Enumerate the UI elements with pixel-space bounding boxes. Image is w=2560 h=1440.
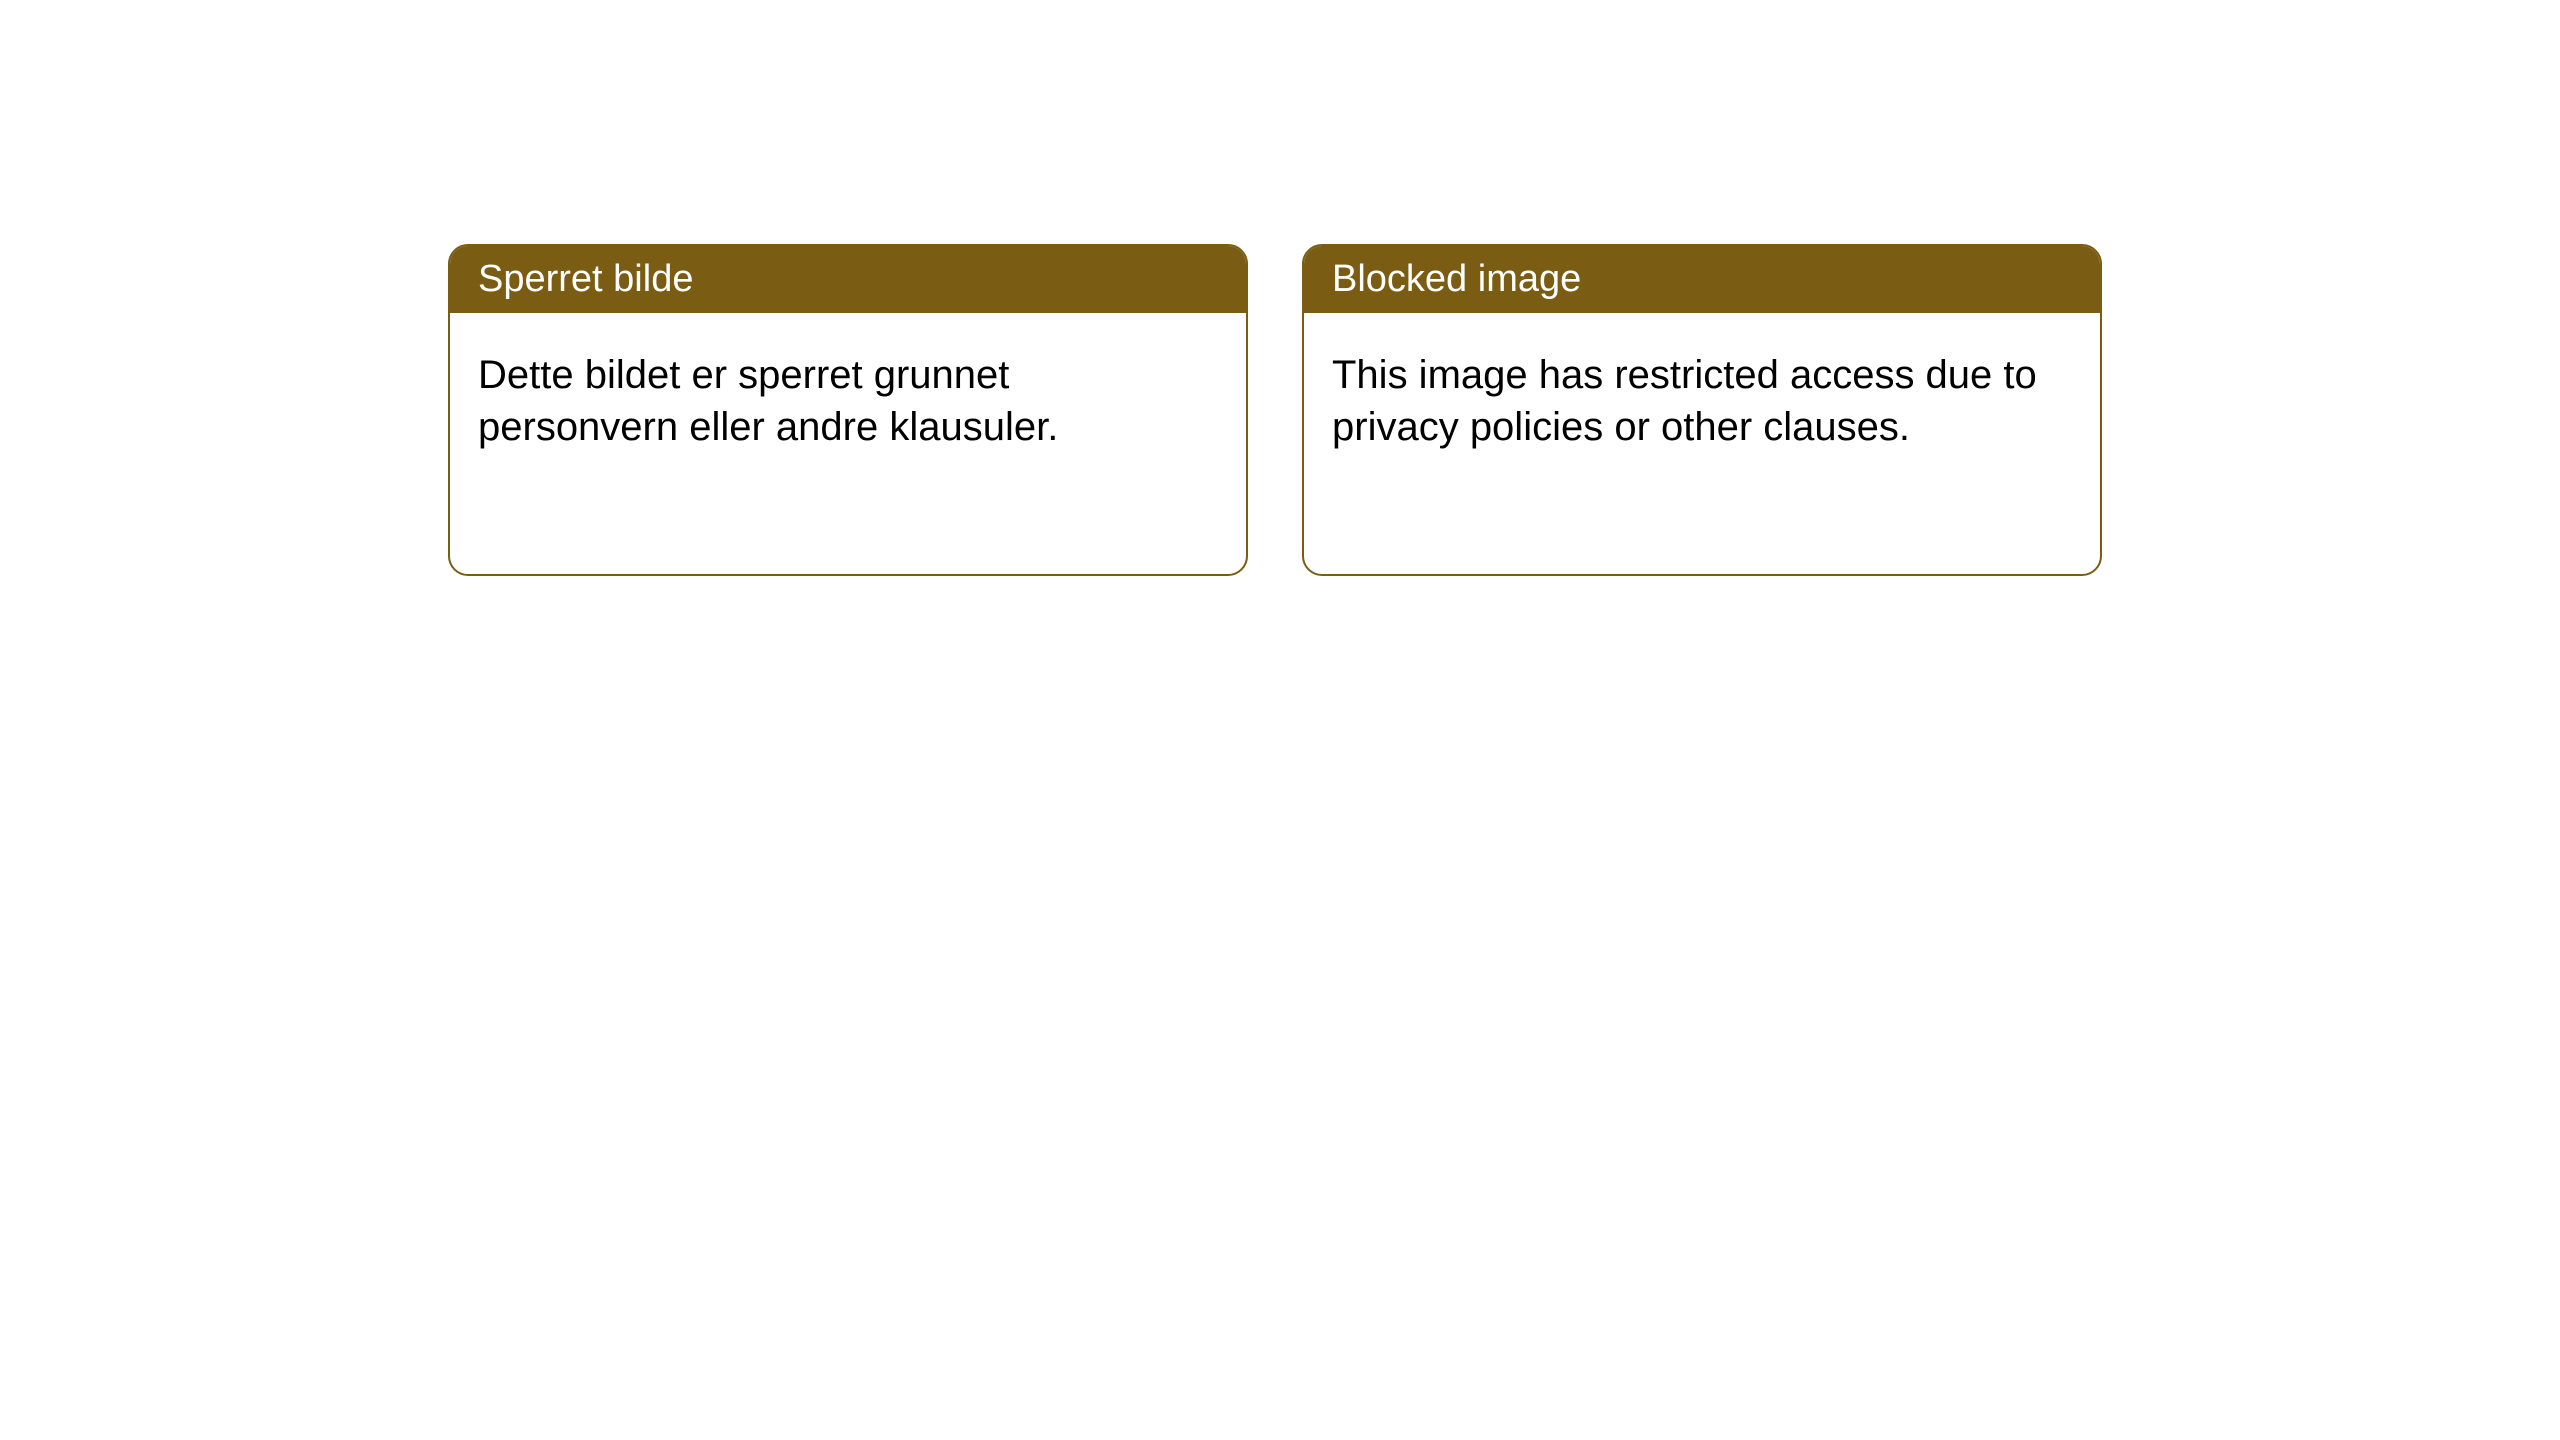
card-body: Dette bildet er sperret grunnet personve… xyxy=(450,313,1246,489)
card-body: This image has restricted access due to … xyxy=(1304,313,2100,489)
card-title: Blocked image xyxy=(1332,258,1581,300)
card-body-text: Dette bildet er sperret grunnet personve… xyxy=(478,353,1058,449)
blocked-image-card-norwegian: Sperret bilde Dette bildet er sperret gr… xyxy=(448,244,1248,576)
card-header: Blocked image xyxy=(1304,246,2100,313)
card-header: Sperret bilde xyxy=(450,246,1246,313)
card-body-text: This image has restricted access due to … xyxy=(1332,353,2037,449)
notice-cards-container: Sperret bilde Dette bildet er sperret gr… xyxy=(0,0,2560,576)
blocked-image-card-english: Blocked image This image has restricted … xyxy=(1302,244,2102,576)
card-title: Sperret bilde xyxy=(478,258,693,300)
